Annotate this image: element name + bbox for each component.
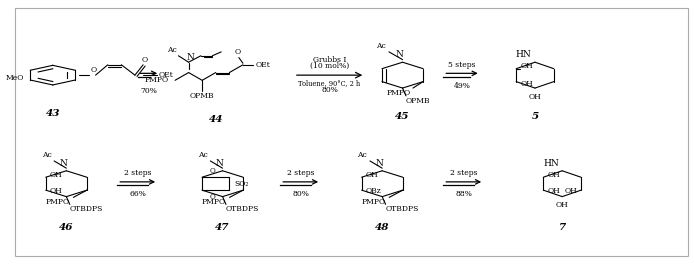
Text: OH: OH (50, 171, 62, 179)
Text: N: N (186, 53, 194, 62)
Text: OH: OH (556, 201, 568, 209)
Text: O: O (91, 66, 97, 74)
Text: 44: 44 (208, 115, 223, 124)
Text: 5 steps: 5 steps (448, 61, 476, 69)
Text: MeO: MeO (5, 74, 24, 82)
Text: PMPO: PMPO (362, 199, 386, 206)
Text: Grubbs I: Grubbs I (313, 55, 346, 64)
Text: O: O (142, 55, 148, 64)
Text: Ac: Ac (167, 46, 176, 54)
Text: 46: 46 (59, 223, 74, 232)
Text: PMPO: PMPO (387, 89, 411, 97)
Text: OTBDPS: OTBDPS (69, 205, 103, 213)
Text: OBz: OBz (366, 187, 382, 195)
Text: OTBDPS: OTBDPS (226, 205, 260, 213)
Text: 49%: 49% (454, 82, 471, 89)
Text: O: O (235, 48, 241, 56)
Text: OH: OH (520, 62, 533, 70)
Text: 2 steps: 2 steps (287, 169, 314, 177)
Text: 80%: 80% (292, 190, 309, 198)
Text: 48: 48 (375, 223, 389, 232)
Text: 43: 43 (46, 109, 60, 119)
Text: Ac: Ac (357, 151, 367, 159)
Text: OEt: OEt (255, 61, 270, 69)
Text: O: O (210, 167, 215, 175)
Text: N: N (60, 159, 67, 168)
Text: 5: 5 (532, 112, 539, 121)
Text: Ac: Ac (198, 151, 208, 159)
Text: 70%: 70% (140, 87, 158, 95)
Text: 45: 45 (396, 112, 409, 121)
Text: HN: HN (516, 50, 532, 59)
Text: O: O (210, 193, 215, 201)
Text: 66%: 66% (129, 190, 146, 198)
Text: Ac: Ac (376, 42, 386, 50)
Text: 2 steps: 2 steps (450, 169, 477, 177)
Text: N: N (216, 159, 223, 168)
Text: 47: 47 (215, 223, 230, 232)
Text: N: N (375, 159, 383, 168)
Text: PMPO: PMPO (144, 76, 168, 84)
Text: OH: OH (50, 187, 62, 195)
Text: OH: OH (520, 80, 533, 88)
Text: Toluene, 90°C, 2 h: Toluene, 90°C, 2 h (298, 79, 361, 87)
Text: OPMB: OPMB (406, 97, 430, 105)
Text: Ac: Ac (42, 151, 51, 159)
Text: OH: OH (366, 171, 378, 179)
Text: OH: OH (548, 187, 560, 195)
Text: 88%: 88% (455, 190, 472, 198)
Text: OPMB: OPMB (190, 92, 214, 100)
Text: OEt: OEt (159, 71, 174, 79)
Text: (10 mol%): (10 mol%) (310, 62, 349, 69)
Text: OH: OH (564, 187, 577, 195)
Text: HN: HN (543, 159, 559, 168)
Text: OTBDPS: OTBDPS (386, 205, 419, 213)
Text: N: N (395, 50, 403, 59)
Text: 80%: 80% (321, 86, 338, 94)
Text: PMPO: PMPO (202, 199, 226, 206)
Text: OH: OH (548, 171, 560, 179)
Text: SO₂: SO₂ (235, 180, 249, 188)
Text: 7: 7 (559, 223, 566, 232)
Text: 2 steps: 2 steps (124, 169, 151, 177)
Text: PMPO: PMPO (46, 199, 70, 206)
Text: OH: OH (529, 93, 541, 101)
